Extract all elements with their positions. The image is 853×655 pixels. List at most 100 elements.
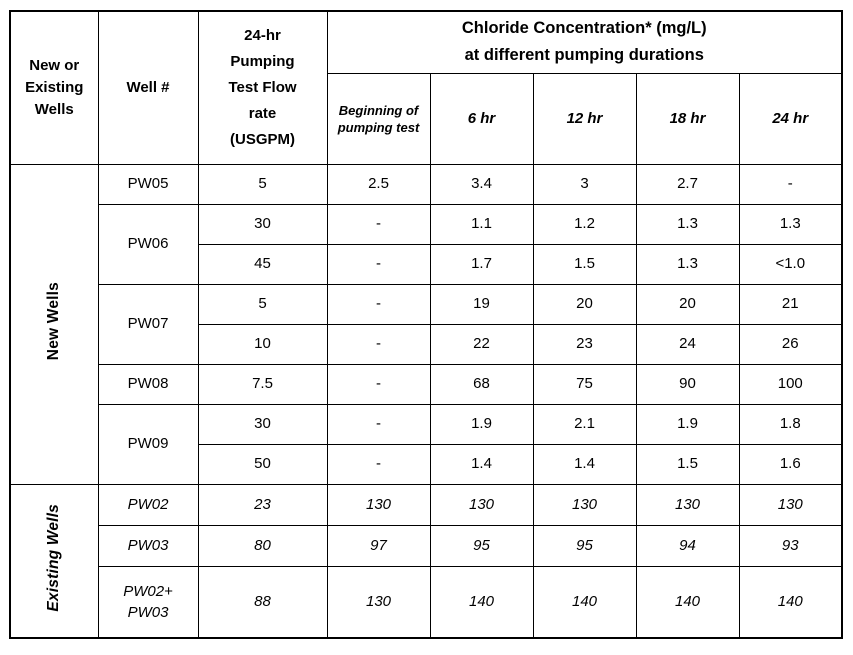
cell-chloride-value: 21 — [738, 283, 843, 325]
cell-flow-rate: 50 — [197, 443, 328, 485]
cell-chloride-value: 2.7 — [635, 163, 740, 205]
cell-chloride-value: 130 — [326, 483, 431, 526]
header-row-top: New or Existing Wells Well # 24-hr Pumpi… — [9, 10, 843, 165]
cell-chloride-value: 20 — [532, 283, 637, 325]
new-wells-vertical-label: New Wells — [45, 281, 63, 361]
cell-well-id: PW03 — [97, 524, 199, 567]
cell-chloride-value: 130 — [532, 483, 637, 526]
cell-chloride-value: - — [326, 363, 431, 405]
cell-chloride-value: 140 — [635, 565, 740, 639]
header-row-durations: Beginning of pumping test 6 hr 12 hr 18 … — [10, 72, 843, 165]
table-row-pw02: Existing Wells PW02 23 130 130 130 130 1… — [9, 483, 843, 639]
chloride-title-line2: at different pumping durations — [464, 46, 704, 65]
table-row-pw05: New Wells PW05 5 2.5 3.4 3 2.7 - — [9, 163, 843, 485]
cell-chloride-value: 68 — [429, 363, 534, 405]
cell-chloride-value: 95 — [532, 524, 637, 567]
cell-chloride-value: 100 — [738, 363, 843, 405]
cell-well-id: PW05 — [97, 163, 199, 205]
cell-flow-rate: 5 — [197, 283, 328, 325]
section-label-existing-wells: Existing Wells — [9, 483, 99, 639]
cell-chloride-value: 20 — [635, 283, 740, 325]
cell-chloride-value: 2.5 — [326, 163, 431, 205]
table-row-pw09-50: 50 - 1.4 1.4 1.5 1.6 — [10, 443, 843, 485]
cell-chloride-value: 93 — [738, 524, 843, 567]
cell-chloride-value: 1.9 — [429, 403, 534, 445]
cell-chloride-value: 22 — [429, 323, 534, 365]
cell-chloride-value: 1.3 — [635, 243, 740, 285]
cell-chloride-value: 1.7 — [429, 243, 534, 285]
chloride-concentration-table: New or Existing Wells Well # 24-hr Pumpi… — [9, 10, 843, 639]
cell-chloride-value: 1.8 — [738, 403, 843, 445]
cell-chloride-value: 1.4 — [429, 443, 534, 485]
document-page: New or Existing Wells Well # 24-hr Pumpi… — [9, 10, 843, 639]
table-row-pw07-10: 10 - 22 23 24 26 — [10, 323, 843, 365]
cell-chloride-value: - — [326, 443, 431, 485]
cell-well-id: PW07 — [97, 283, 199, 365]
cell-chloride-value: 3.4 — [429, 163, 534, 205]
table-row-pw08: PW08 7.5 - 68 75 90 100 — [10, 363, 843, 405]
cell-chloride-value: 140 — [532, 565, 637, 639]
cell-chloride-value: <1.0 — [738, 243, 843, 285]
cell-flow-rate: 7.5 — [197, 363, 328, 405]
cell-chloride-value: 26 — [738, 323, 843, 365]
cell-chloride-value: - — [326, 403, 431, 445]
cell-chloride-value: 130 — [738, 483, 843, 526]
cell-well-id: PW02 — [97, 483, 199, 526]
cell-chloride-value: 130 — [635, 483, 740, 526]
table-row-pw09-30: PW09 30 - 1.9 2.1 1.9 1.8 — [10, 403, 843, 485]
cell-chloride-value: 140 — [429, 565, 534, 639]
cell-chloride-value: 24 — [635, 323, 740, 365]
cell-chloride-value: 1.3 — [738, 203, 843, 245]
header-chloride-concentration: Chloride Concentration* (mg/L) at differ… — [326, 10, 843, 74]
cell-flow-rate: 10 — [197, 323, 328, 365]
cell-chloride-value: 90 — [635, 363, 740, 405]
cell-well-id: PW06 — [97, 203, 199, 285]
cell-flow-rate: 23 — [197, 483, 328, 526]
cell-chloride-value: 140 — [738, 565, 843, 639]
cell-chloride-value: - — [326, 243, 431, 285]
header-duration-24hr: 24 hr — [738, 72, 843, 165]
cell-chloride-value: 3 — [532, 163, 637, 205]
table-row-pw06-30: PW06 30 - 1.1 1.2 1.3 1.3 — [10, 203, 843, 285]
cell-chloride-value: 1.9 — [635, 403, 740, 445]
cell-chloride-value: 1.6 — [738, 443, 843, 485]
cell-well-id: PW02+ PW03 — [97, 565, 199, 639]
section-label-new-wells: New Wells — [9, 163, 99, 485]
cell-flow-rate: 45 — [197, 243, 328, 285]
cell-chloride-value: 1.2 — [532, 203, 637, 245]
cell-chloride-value: 1.3 — [635, 203, 740, 245]
cell-chloride-value: 75 — [532, 363, 637, 405]
cell-chloride-value: 23 — [532, 323, 637, 365]
header-new-or-existing-wells: New or Existing Wells — [9, 10, 99, 165]
table-row-pw03: PW03 80 97 95 95 94 93 — [10, 524, 843, 567]
cell-chloride-value: - — [326, 283, 431, 325]
cell-chloride-value: 95 — [429, 524, 534, 567]
cell-chloride-value: 1.1 — [429, 203, 534, 245]
table-row-pw06-45: 45 - 1.7 1.5 1.3 <1.0 — [10, 243, 843, 285]
cell-chloride-value: - — [326, 323, 431, 365]
cell-chloride-value: 2.1 — [532, 403, 637, 445]
header-duration-6hr: 6 hr — [429, 72, 534, 165]
table-row-pw07-5: PW07 5 - 19 20 20 21 — [10, 283, 843, 365]
cell-chloride-value: 19 — [429, 283, 534, 325]
header-duration-18hr: 18 hr — [635, 72, 740, 165]
cell-chloride-value: - — [326, 203, 431, 245]
header-flow-rate: 24-hr Pumping Test Flow rate (USGPM) — [197, 10, 328, 165]
existing-wells-vertical-label: Existing Wells — [45, 503, 63, 612]
cell-chloride-value: 130 — [326, 565, 431, 639]
header-duration-12hr: 12 hr — [532, 72, 637, 165]
table-row-pw02-plus-pw03: PW02+ PW03 88 130 140 140 140 140 — [10, 565, 843, 639]
cell-flow-rate: 88 — [197, 565, 328, 639]
cell-chloride-value: 1.5 — [635, 443, 740, 485]
cell-flow-rate: 30 — [197, 403, 328, 445]
cell-chloride-value: 1.5 — [532, 243, 637, 285]
cell-well-id: PW09 — [97, 403, 199, 485]
cell-chloride-value: 1.4 — [532, 443, 637, 485]
cell-chloride-value: 97 — [326, 524, 431, 567]
cell-flow-rate: 30 — [197, 203, 328, 245]
cell-chloride-value: 94 — [635, 524, 740, 567]
cell-chloride-value: - — [738, 163, 843, 205]
header-well-number: Well # — [97, 10, 199, 165]
chloride-title-line1: Chloride Concentration* (mg/L) — [461, 19, 707, 38]
cell-well-id: PW08 — [97, 363, 199, 405]
